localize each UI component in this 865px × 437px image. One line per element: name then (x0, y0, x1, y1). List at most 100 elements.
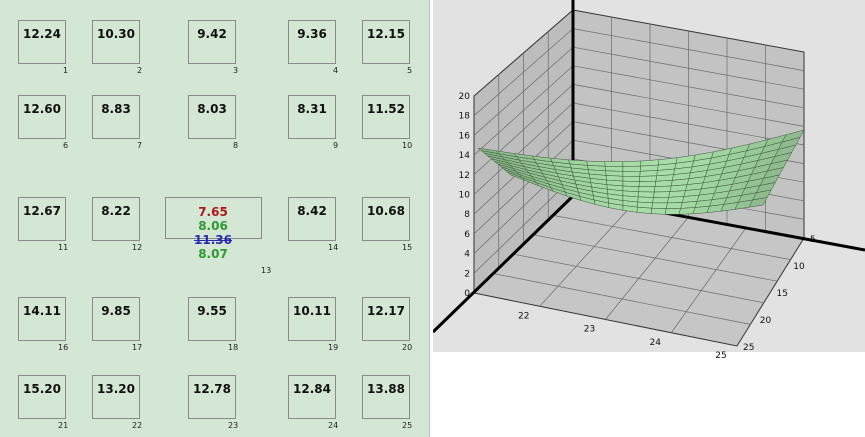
sensor-cell-12[interactable] (92, 197, 140, 241)
y-tick-label: 15 (777, 289, 788, 299)
sensor-cell-index: 17 (132, 343, 143, 352)
sensor-cell-index: 9 (333, 141, 339, 150)
sensor-cell-value: 9.55 (197, 304, 227, 318)
sensor-cell-value: 11.52 (367, 102, 405, 116)
sensor-cell-index: 12 (132, 243, 143, 252)
sensor-cell-5[interactable] (362, 20, 410, 64)
sensor-cell-9[interactable] (288, 95, 336, 139)
surface-patch (622, 165, 641, 172)
sensor-cell-index: 1 (63, 66, 69, 75)
y-tick-label: 20 (760, 316, 772, 326)
sensor-cell-value: 10.68 (367, 204, 405, 218)
sensor-cell-index: 7 (137, 141, 143, 150)
surface-patch (622, 176, 641, 182)
sensor-cell-15[interactable] (362, 197, 410, 241)
surface-patch (650, 207, 667, 215)
floor-gridline (493, 273, 751, 325)
sensor-cell-value: 13.88 (367, 382, 405, 396)
sensor-cell-3[interactable] (188, 20, 236, 64)
surface-patch (604, 166, 624, 172)
sensor-cell-index: 25 (402, 421, 413, 430)
y-tick-label: 25 (743, 343, 754, 353)
sensor-cell-19[interactable] (288, 297, 336, 341)
sensor-cell-8[interactable] (188, 95, 236, 139)
sensor-cell-22[interactable] (92, 375, 140, 419)
sensor-cell-24[interactable] (288, 375, 336, 419)
z-tick-label: 2 (464, 269, 470, 279)
sensor-cell-17[interactable] (92, 297, 140, 341)
sensor-cell-value: 8.83 (101, 102, 131, 116)
sensor-cell-index: 5 (407, 66, 413, 75)
surface-patch (637, 191, 655, 198)
surface-patch (639, 175, 657, 182)
center-reading-4: 8.07 (198, 247, 228, 261)
sensor-cell-10[interactable] (362, 95, 410, 139)
surface-patch (653, 185, 672, 193)
surface-patch (668, 190, 686, 198)
sensor-cell-value: 8.42 (297, 204, 327, 218)
sensor-cell-21[interactable] (18, 375, 66, 419)
sensor-cell-7[interactable] (92, 95, 140, 139)
surface-patch (622, 180, 640, 187)
sensor-cell-4[interactable] (288, 20, 336, 64)
surface-patch (622, 171, 641, 177)
sensor-cell-13[interactable] (165, 197, 262, 239)
surface-patch (604, 161, 624, 167)
sensor-cell-1[interactable] (18, 20, 66, 64)
sensor-cell-value: 12.78 (193, 382, 231, 396)
surface-patch (639, 170, 658, 177)
center-reading-3: 11.36 (194, 233, 232, 247)
sensor-cell-index: 15 (402, 243, 413, 252)
sensor-cell-6[interactable] (18, 95, 66, 139)
floor-gridline (605, 216, 689, 320)
z-tick-label: 16 (459, 131, 471, 141)
surface-patch (654, 180, 673, 187)
surface-patch (652, 197, 669, 204)
sensor-cell-2[interactable] (92, 20, 140, 64)
z-tick-label: 20 (459, 92, 471, 102)
z-tick-label: 0 (464, 289, 470, 299)
surface-patch (653, 191, 671, 198)
sensor-cell-index: 19 (328, 343, 339, 352)
z-tick-label: 14 (459, 151, 471, 161)
sensor-cell-value: 12.67 (23, 204, 61, 218)
sensor-cell-18[interactable] (188, 297, 236, 341)
sensor-cell-index: 20 (402, 343, 413, 352)
sensor-cell-11[interactable] (18, 197, 66, 241)
sensor-cell-value: 13.20 (97, 382, 135, 396)
sensor-grid-panel: 12.24 1 10.30 2 9.42 3 9.36 4 12.15 5 12.60 6 8.83 7 8… (0, 0, 430, 437)
surface-patch (651, 202, 668, 209)
sensor-cell-16[interactable] (18, 297, 66, 341)
sensor-cell-index: 3 (233, 66, 239, 75)
sensor-cell-index: 14 (328, 243, 339, 252)
sensor-cell-index: 13 (261, 266, 272, 275)
sensor-cell-25[interactable] (362, 375, 410, 419)
sensor-cell-23[interactable] (188, 375, 236, 419)
sensor-cell-value: 12.84 (293, 382, 331, 396)
sensor-cell-index: 4 (333, 66, 339, 75)
sensor-cell-index: 8 (233, 141, 239, 150)
y-tick-label: 5 (810, 235, 816, 245)
sensor-cell-index: 16 (58, 343, 69, 352)
sensor-cell-20[interactable] (362, 297, 410, 341)
sensor-cell-value: 9.42 (197, 27, 227, 41)
sensor-cell-value: 12.17 (367, 304, 405, 318)
sensor-cell-14[interactable] (288, 197, 336, 241)
center-reading-2: 8.06 (198, 219, 228, 233)
surface-patch (638, 186, 656, 193)
sensor-cell-value: 10.30 (97, 27, 135, 41)
sensor-cell-index: 21 (58, 421, 69, 430)
sensor-cell-index: 18 (228, 343, 239, 352)
x-tick-label: 25 (715, 351, 726, 361)
floor-gridline (513, 253, 764, 304)
sensor-cell-index: 22 (132, 421, 143, 430)
sensor-cell-value: 14.11 (23, 304, 61, 318)
floor-gridline (533, 234, 778, 282)
surface-patch (748, 197, 768, 208)
z-tick-label: 12 (459, 171, 470, 181)
x-tick-label: 24 (650, 338, 662, 348)
sensor-cell-value: 12.24 (23, 27, 61, 41)
sensor-cell-value: 9.85 (101, 304, 131, 318)
sensor-cell-index: 6 (63, 141, 69, 150)
